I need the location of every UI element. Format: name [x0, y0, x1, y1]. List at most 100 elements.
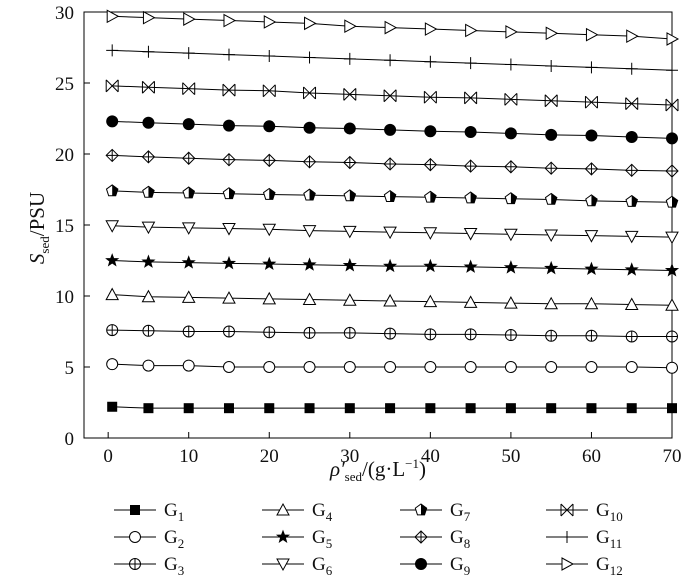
marker-circle-cross-cross	[142, 325, 154, 337]
marker-square-filled	[107, 401, 118, 412]
x-tick-label: 10	[179, 446, 198, 467]
marker-circle-cross-cross	[384, 328, 396, 340]
marker-diamond-cross-cross	[303, 155, 316, 168]
marker-pentagon-half-fill	[591, 194, 598, 206]
marker-pentagon-half-fill	[421, 504, 427, 515]
marker-plus	[343, 52, 356, 65]
marker-circle-cross-cross	[183, 326, 195, 337]
marker-pentagon-half-fill	[112, 184, 118, 196]
series-g9	[106, 115, 678, 145]
marker-triangle-right	[263, 15, 277, 29]
series-g7	[105, 184, 679, 208]
legend-item-g10: G10	[546, 500, 623, 524]
marker-square-filled	[505, 403, 516, 414]
marker-pentagon-half-fill	[269, 188, 275, 200]
marker-triangle-up	[141, 289, 156, 303]
x-tick-label: 0	[103, 446, 113, 467]
marker-plus	[625, 62, 638, 75]
legend-item-g11: G11	[546, 527, 622, 551]
marker-x-box	[343, 88, 357, 101]
legend-label: G7	[450, 500, 471, 524]
marker-circle-cross-cross	[344, 327, 356, 339]
marker-pentagon-half-fill	[551, 193, 557, 205]
marker-circle-filled	[303, 121, 316, 134]
series-g11	[106, 44, 678, 77]
marker-square-filled	[264, 403, 275, 414]
marker-triangle-right	[344, 19, 357, 34]
marker-diamond-cross-cross	[464, 160, 477, 173]
legend-label: G9	[450, 554, 470, 578]
y-tick-label: 0	[65, 429, 75, 450]
marker-circle-open	[625, 361, 638, 373]
marker-x-box	[383, 89, 397, 103]
marker-square-filled	[130, 505, 140, 515]
x-axis-title: ρ′sed/(g·L−1)	[329, 456, 426, 484]
marker-plus	[222, 48, 235, 61]
marker-plus	[384, 54, 397, 67]
marker-x-box	[560, 503, 574, 517]
marker-square-filled	[425, 403, 436, 414]
marker-triangle-right	[585, 27, 599, 42]
marker-circle-cross-cross	[223, 326, 235, 337]
marker-circle-cross-cross	[304, 327, 316, 339]
marker-plus	[303, 51, 316, 64]
marker-circle-cross-cross	[585, 330, 597, 342]
marker-circle-cross-cross	[626, 330, 638, 342]
marker-triangle-up	[665, 298, 679, 311]
marker-circle-open	[424, 361, 437, 373]
marker-star	[221, 255, 237, 270]
marker-triangle-up	[302, 292, 317, 306]
marker-x-box	[182, 82, 196, 96]
marker-circle-open	[142, 359, 155, 372]
legend-item-g1: G1	[114, 500, 184, 524]
series-g1	[107, 401, 677, 414]
marker-triangle-right	[142, 10, 156, 25]
marker-star	[584, 261, 599, 276]
marker-square-filled	[667, 403, 677, 414]
marker-triangle-down	[342, 225, 357, 239]
series-g8	[105, 148, 679, 178]
legend-item-g4: G4	[262, 500, 333, 524]
marker-triangle-up	[342, 293, 357, 306]
legend-item-g12: G12	[546, 554, 623, 578]
legend-label: G8	[450, 527, 470, 551]
marker-plus	[585, 61, 598, 74]
y-tick-label: 15	[55, 216, 74, 237]
marker-plus	[464, 57, 477, 70]
marker-circle-open	[343, 361, 356, 373]
marker-diamond-cross-cross	[182, 152, 195, 165]
legend-label: G4	[312, 500, 333, 524]
marker-circle-cross-cross	[263, 326, 275, 338]
marker-square-filled	[626, 403, 637, 414]
marker-x-box	[504, 92, 518, 106]
legend-item-g6: G6	[262, 554, 333, 578]
marker-x-box	[625, 97, 639, 110]
marker-x-box	[262, 84, 276, 98]
legend-label: G10	[596, 500, 623, 524]
y-tick-label: 25	[55, 74, 74, 95]
legend-label: G12	[596, 554, 623, 578]
marker-square-filled	[344, 403, 355, 414]
y-axis-title: Ssed/PSU	[25, 192, 52, 264]
marker-circle-cross-cross	[505, 329, 517, 341]
marker-circle-open	[222, 361, 235, 373]
marker-triangle-down	[222, 223, 236, 236]
marker-circle-filled	[142, 116, 155, 129]
marker-triangle-down	[302, 225, 317, 238]
marker-triangle-up	[383, 293, 397, 307]
marker-star	[664, 263, 680, 277]
marker-star	[275, 529, 291, 544]
plot-frame	[83, 11, 673, 439]
series-g12	[106, 9, 680, 46]
marker-diamond-cross-cross	[142, 150, 155, 163]
marker-pentagon-half-fill	[148, 186, 155, 198]
legend-label: G2	[164, 527, 184, 551]
marker-circle-filled	[182, 118, 195, 131]
marker-circle-filled	[545, 128, 558, 141]
marker-circle-open	[585, 361, 598, 373]
marker-triangle-right	[561, 557, 575, 571]
marker-plus	[142, 45, 155, 58]
marker-triangle-up	[262, 291, 277, 305]
legend-label: G1	[164, 500, 184, 524]
marker-pentagon-half-fill	[349, 189, 356, 201]
